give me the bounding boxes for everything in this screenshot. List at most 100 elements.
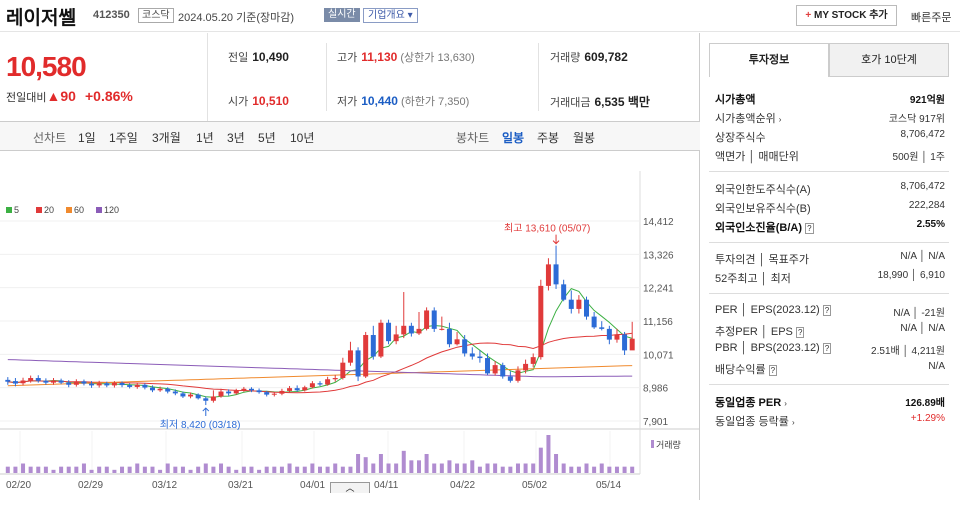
volume-bar [74, 466, 79, 473]
candle-body [241, 388, 247, 391]
candle-chart-label[interactable]: 봉차트 [456, 131, 490, 145]
volume-bar [318, 466, 322, 473]
period-10y[interactable]: 10년 [290, 131, 315, 145]
candle-body [195, 394, 201, 399]
stock-code: 412350 [93, 9, 130, 21]
volume-bar [599, 463, 604, 473]
candle-body [149, 387, 155, 391]
y-tick-label: 8,986 [643, 384, 668, 395]
candle-body [104, 383, 110, 386]
tab-invest-info[interactable]: 투자정보 [709, 43, 829, 77]
legend-item: 120 [104, 205, 119, 215]
period-1y[interactable]: 1년 [196, 131, 214, 145]
realtime-button[interactable]: 실시간 [324, 8, 360, 22]
quick-order-link[interactable]: 빠른주문 [911, 12, 952, 24]
foreign-ratio: 외국인소진율(B/A) ? 2.55% [715, 219, 945, 234]
line-chart-label[interactable]: 선차트 [33, 131, 67, 145]
day-high: 고가 11,130 (상한가 13,630) [337, 50, 475, 64]
candle-body [500, 365, 506, 377]
tab-daily[interactable]: 일봉 [502, 131, 525, 145]
period-3m[interactable]: 3개월 [152, 131, 181, 145]
period-1d[interactable]: 1일 [78, 131, 96, 145]
candle-body [622, 334, 628, 351]
candle-body [172, 391, 178, 394]
period-1w[interactable]: 1주일 [109, 131, 138, 145]
week52-range: 52주최고 │ 최저 18,990 │ 6,910 [715, 270, 945, 285]
candle-body [134, 384, 140, 387]
volume-bar [241, 466, 246, 473]
candle-body [142, 384, 148, 388]
ma120-line [7, 359, 633, 378]
volume-bar [325, 466, 330, 473]
y-tick-label: 11,156 [643, 317, 673, 328]
volume-bar [576, 466, 581, 473]
volume-bar [36, 466, 41, 473]
x-tick-label: 04/11 [374, 480, 399, 491]
candle-body [446, 328, 452, 345]
company-overview-dropdown[interactable]: 기업개요 ▾ [363, 8, 418, 23]
volume-bar [569, 466, 574, 473]
candle-body [424, 310, 430, 329]
period-5y[interactable]: 5년 [258, 131, 276, 145]
candle-body [226, 391, 232, 394]
volume-bar [561, 463, 566, 473]
candle-body [302, 387, 308, 391]
chart-toggle-button[interactable]: ︿ [330, 482, 370, 493]
candle-body [584, 299, 590, 317]
candle-body [606, 328, 612, 340]
volume-bar [13, 466, 18, 473]
volume-bar [66, 466, 71, 473]
candle-body [469, 353, 475, 357]
price-box: 10,580 전일대비▲90 +0.86% [0, 33, 208, 121]
volume-bar [120, 466, 125, 473]
tab-monthly[interactable]: 월봉 [573, 131, 596, 145]
volume-bar [378, 454, 383, 473]
low-arrow [202, 407, 210, 417]
candle-body [111, 382, 117, 386]
candle-body [325, 379, 331, 385]
trade-amount: 거래대금 6,535 백만 [550, 95, 650, 109]
candle-body [12, 381, 18, 384]
candle-body [271, 393, 277, 395]
volume-bar [264, 466, 269, 473]
volume-bar [500, 466, 505, 473]
volume-bar [196, 466, 201, 473]
candle-body [210, 396, 216, 401]
x-tick-label: 03/21 [228, 480, 253, 491]
legend-swatch [36, 207, 42, 213]
chart-toolbar: 선차트 1일 1주일 3개월 1년 3년 5년 10년 봉차트 일봉 주봉 월봉 [0, 121, 700, 151]
price-stats: 전일 10,490 고가 11,130 (상한가 13,630) 거래량 609,78… [208, 33, 700, 121]
industry-rate: 동일업종 등락률 › +1.29% [715, 413, 945, 428]
tab-weekly[interactable]: 주봉 [537, 131, 560, 145]
volume-bar [234, 469, 239, 473]
volume-bar [493, 463, 498, 473]
day-low: 저가 10,440 (하한가 7,350) [337, 94, 470, 108]
main-panel: 10,580 전일대비▲90 +0.86% 전일 10,490 고가 11,130 … [0, 33, 700, 500]
x-tick-label: 04/22 [450, 480, 475, 491]
x-tick-label: 05/14 [596, 480, 621, 491]
low-annotation: 최저 8,420 (03/18) [160, 419, 241, 431]
volume-bar [43, 466, 48, 473]
candle-body [20, 380, 26, 384]
candle-body [439, 328, 445, 330]
volume-bar [394, 463, 399, 473]
add-my-stock-button[interactable]: + MY STOCK 추가 [796, 5, 897, 26]
candle-body [248, 388, 254, 391]
legend-swatch [6, 207, 12, 213]
legend-swatch [96, 207, 102, 213]
candle-body [561, 284, 567, 300]
candle-body [233, 390, 239, 394]
candle-body [477, 356, 483, 359]
tab-orderbook[interactable]: 호가 10단계 [829, 43, 949, 77]
volume-bar [622, 466, 627, 473]
candle-body [485, 358, 491, 374]
period-3y[interactable]: 3년 [227, 131, 245, 145]
volume-bar [150, 466, 155, 473]
candle-body [386, 322, 392, 342]
candle-body [180, 393, 186, 397]
x-tick-label: 02/29 [78, 480, 103, 491]
volume-bar [470, 460, 475, 473]
candle-body [454, 339, 460, 345]
y-tick-label: 7,901 [643, 417, 668, 428]
chart-svg: 14,412 13,326 12,241 11,156 10,071 8,986 7,901… [0, 171, 700, 491]
